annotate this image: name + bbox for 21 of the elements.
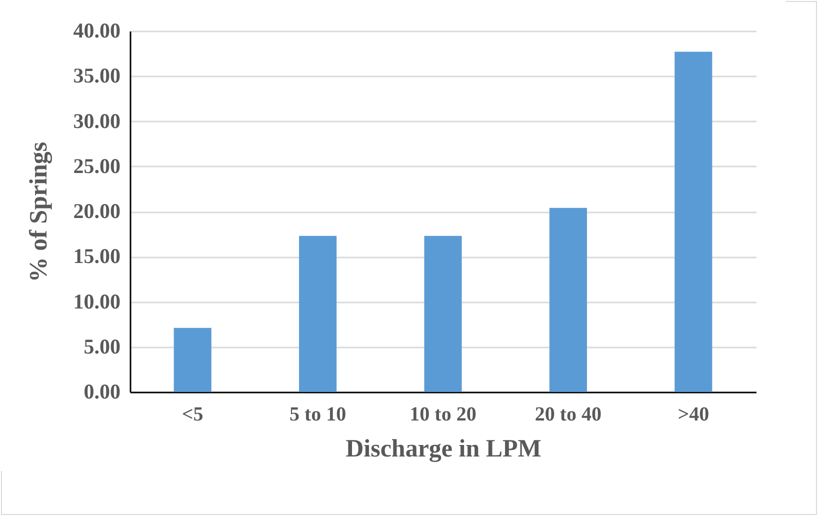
y-tick-label: 15.00 [73, 244, 120, 268]
x-tick-label: >40 [678, 404, 710, 426]
y-tick-label: 0.00 [84, 380, 120, 404]
y-tick-label: 35.00 [73, 64, 120, 88]
bar [674, 52, 712, 392]
x-tick-label: 20 to 40 [534, 404, 602, 426]
y-tick-label: 20.00 [73, 199, 120, 223]
y-axis-title: % of Springs [25, 142, 52, 282]
x-tick-label: <5 [182, 404, 204, 426]
bar [174, 328, 212, 392]
y-tick-label: 30.00 [73, 108, 120, 133]
x-axis-title: Discharge in LPM [346, 436, 542, 462]
x-tick-label: 10 to 20 [410, 404, 476, 426]
y-tick-label: 25.00 [73, 154, 120, 178]
x-tick-label: 5 to 10 [289, 404, 346, 426]
bar [549, 208, 587, 392]
y-tick-label: 10.00 [73, 289, 120, 314]
y-tick-label: 5.00 [84, 334, 120, 358]
y-tick-label: 40.00 [73, 18, 120, 42]
bar [424, 236, 462, 392]
bar [299, 236, 337, 392]
